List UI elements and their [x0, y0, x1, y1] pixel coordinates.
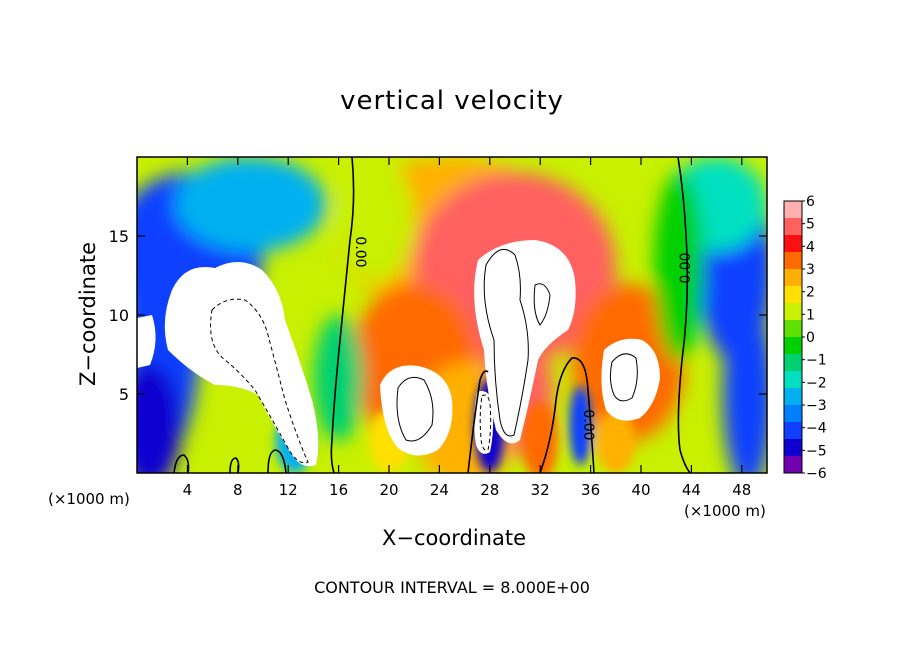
colorbar-tick-label: 5: [806, 217, 815, 233]
x-tick-label: 16: [329, 481, 348, 499]
contour-interval-note: CONTOUR INTERVAL = 8.000E+00: [314, 578, 590, 597]
field-region: [137, 362, 182, 473]
x-axis-label: X−coordinate: [382, 526, 526, 550]
colorbar-swatch: [784, 337, 802, 355]
saturated-region: [601, 338, 660, 421]
colorbar-swatch: [784, 286, 802, 304]
field-region: [338, 157, 415, 284]
x-tick-label: 36: [581, 481, 600, 499]
field-region: [569, 386, 592, 466]
x-unit-left: (×1000 m): [48, 490, 130, 508]
colorbar-swatch: [784, 269, 802, 287]
y-tick-label: 5: [119, 385, 129, 404]
colorbar-tick-label: −6: [806, 466, 827, 482]
x-tick-label: 40: [631, 481, 650, 499]
saturated-region: [164, 261, 319, 467]
contour-label: 0.00: [580, 409, 596, 440]
chart-title: vertical velocity: [340, 86, 564, 116]
zero-contour: [267, 449, 287, 473]
colorbar-swatch: [784, 371, 802, 389]
colorbar-tick-label: 0: [806, 330, 815, 346]
y-tick-label: 10: [109, 306, 129, 325]
x-tick-label: 4: [183, 481, 193, 499]
colorbar-tick-label: 1: [806, 307, 815, 323]
colorbar-swatch: [784, 456, 802, 474]
colorbar-swatch: [784, 422, 802, 440]
zero-contour: [677, 157, 691, 473]
colorbar-swatch: [784, 439, 802, 457]
zero-contour: [539, 357, 595, 473]
colorbar-swatch: [784, 354, 802, 372]
zero-contour: [467, 370, 489, 473]
contour-label: 0.00: [352, 236, 368, 267]
x-tick-label: 24: [430, 481, 449, 499]
colorbar-swatch: [784, 388, 802, 406]
positive-contour: [483, 248, 529, 437]
colorbar-swatch: [784, 405, 802, 423]
x-tick-label: 44: [682, 481, 701, 499]
x-tick-label: 48: [732, 481, 751, 499]
zero-contour: [229, 457, 240, 473]
positive-contour: [396, 376, 434, 442]
saturated-region: [137, 315, 156, 368]
x-tick-label: 32: [531, 481, 550, 499]
colorbar-swatch: [784, 252, 802, 270]
colorbar-swatch: [784, 303, 802, 321]
positive-contour: [533, 283, 551, 326]
x-unit-right: (×1000 m): [684, 502, 766, 520]
colorbar-swatch: [784, 201, 802, 219]
field-region: [595, 409, 636, 473]
colorbar-swatch: [784, 235, 802, 253]
x-tick-label: 8: [233, 481, 243, 499]
y-tick-label: 15: [109, 227, 129, 246]
contour-label: 0.00: [678, 252, 694, 283]
colorbar-swatch: [784, 218, 802, 236]
field-region: [174, 157, 326, 252]
saturated-region: [474, 240, 576, 444]
colorbar-tick-label: 4: [806, 239, 815, 255]
x-tick-label: 20: [379, 481, 398, 499]
colorbar-tick-label: −1: [806, 353, 827, 369]
colorbar-tick-label: −3: [806, 398, 827, 414]
colorbar-tick-label: 2: [806, 285, 815, 301]
field-region: [722, 299, 767, 473]
colorbar-tick-label: 6: [806, 194, 815, 210]
x-tick-label: 12: [279, 481, 298, 499]
colorbar-tick-label: −5: [806, 443, 827, 459]
saturated-region: [474, 391, 494, 454]
field-region: [653, 172, 704, 363]
colorbar-tick-label: 3: [806, 262, 815, 278]
colorbar-tick-label: −2: [806, 375, 827, 391]
zero-contour: [173, 454, 190, 473]
positive-contour: [609, 353, 638, 402]
negative-contour: [210, 298, 309, 464]
x-tick-label: 28: [480, 481, 499, 499]
field-region: [522, 401, 558, 473]
zero-contour: [330, 157, 355, 473]
colorbar-tick-label: −4: [806, 421, 827, 437]
field-region: [313, 315, 364, 442]
negative-contour: [479, 394, 492, 451]
colorbar-swatch: [784, 320, 802, 338]
